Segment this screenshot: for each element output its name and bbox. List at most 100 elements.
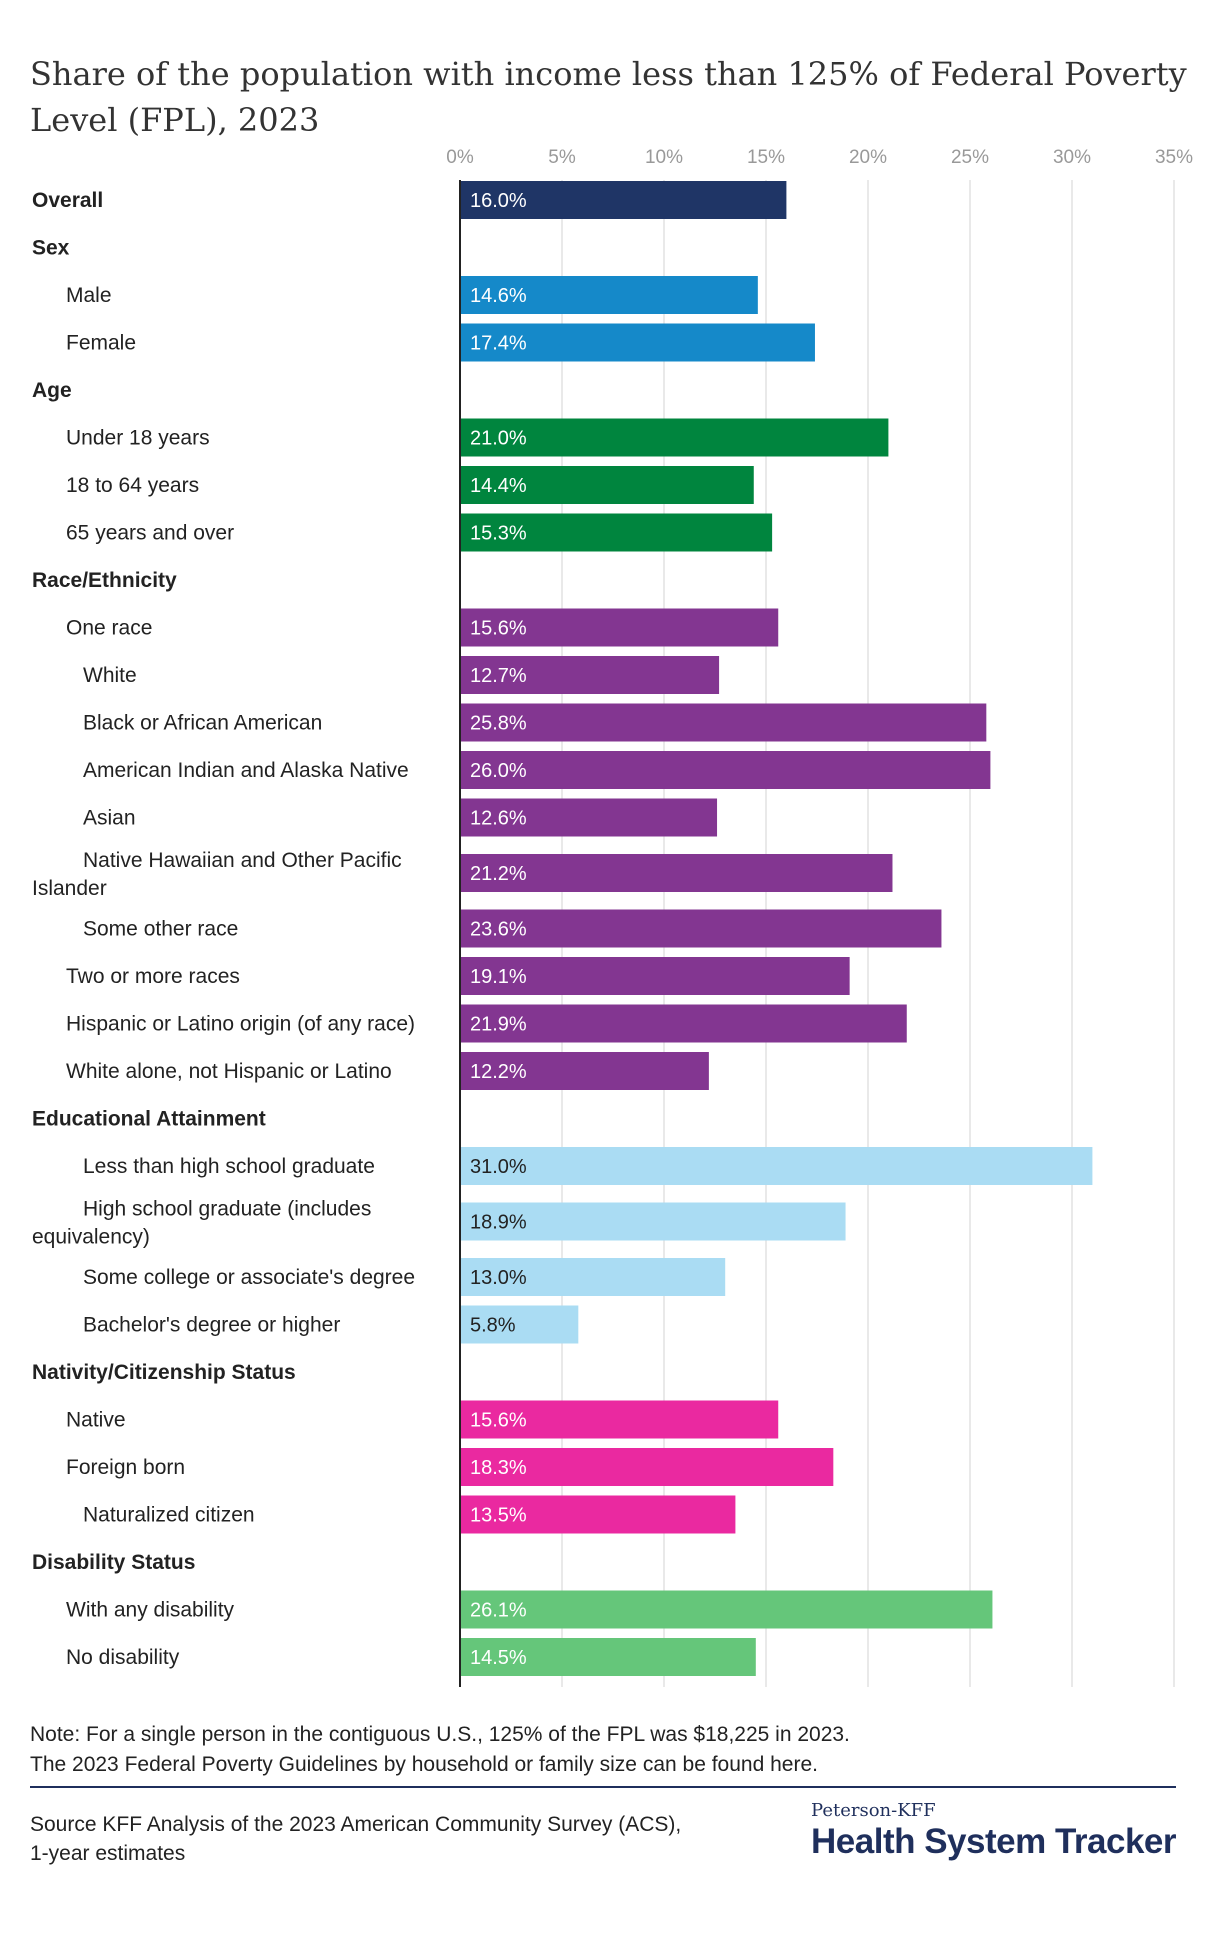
bars: 16.0% 14.6% 17.4% 21.0% 14.4% 15.3% 15.6% 12.7%… <box>460 181 1093 1676</box>
bar <box>460 703 987 742</box>
x-tick-label: 30% <box>1053 147 1091 168</box>
row-label: One race <box>66 617 152 640</box>
note-line-2: The 2023 Federal Poverty Guidelines by h… <box>30 1753 818 1776</box>
bar-value-label: 15.6% <box>470 1410 527 1432</box>
x-tick-label: 15% <box>747 147 785 168</box>
row-label: Hispanic or Latino origin (of any race) <box>66 1013 415 1036</box>
bar <box>460 1638 756 1676</box>
row-label: Native Hawaiian and Other Pacific <box>83 849 402 872</box>
row-label: Some college or associate's degree <box>83 1266 415 1289</box>
row-label: Educational Attainment <box>32 1108 266 1131</box>
row-label: No disability <box>66 1646 180 1669</box>
bar-value-label: 15.6% <box>470 618 527 640</box>
x-tick-label: 25% <box>951 147 989 168</box>
row-label: 65 years and over <box>66 522 234 545</box>
row-label: Asian <box>83 807 136 830</box>
bar <box>460 1202 846 1241</box>
x-tick-label: 0% <box>446 147 474 168</box>
row-label: Two or more races <box>66 965 240 988</box>
bar-value-label: 19.1% <box>470 966 527 988</box>
bar <box>460 466 754 504</box>
bar-value-label: 5.8% <box>470 1315 516 1337</box>
bar-value-label: 15.3% <box>470 523 527 545</box>
bar-chart: 0% 5% 10% 15% 20% 25% 30% 35% 16.0% 14.6% 17.4% 21.… <box>32 147 1193 1687</box>
source-text: Source KFF Analysis of the 2023 American… <box>30 1813 682 1865</box>
bar-value-label: 14.6% <box>470 285 527 307</box>
bar <box>460 1495 736 1534</box>
brand-logo: Peterson-KFF Health System Tracker <box>811 1800 1176 1862</box>
x-tick-label: 20% <box>849 147 887 168</box>
bar-value-label: 18.9% <box>470 1212 527 1234</box>
row-label: 18 to 64 years <box>66 474 199 497</box>
bar-value-label: 14.5% <box>470 1647 527 1669</box>
bar <box>460 1590 993 1629</box>
bar-value-label: 31.0% <box>470 1156 527 1178</box>
row-label: White alone, not Hispanic or Latino <box>66 1060 392 1083</box>
row-label-continued: Islander <box>32 877 107 900</box>
bar <box>460 513 773 552</box>
x-tick-label: 5% <box>548 147 576 168</box>
row-label: Female <box>66 332 136 355</box>
row-label: Less than high school graduate <box>83 1155 375 1178</box>
bar <box>460 751 991 789</box>
bar-value-label: 18.3% <box>470 1457 527 1479</box>
bar-value-label: 12.6% <box>470 808 527 830</box>
bar-value-label: 14.4% <box>470 475 527 497</box>
row-label: Disability Status <box>32 1551 195 1574</box>
bar <box>460 323 815 362</box>
note-line-1: Note: For a single person in the contigu… <box>30 1723 850 1746</box>
bar <box>460 418 889 457</box>
row-label: High school graduate (includes <box>83 1198 371 1221</box>
row-label: Native <box>66 1409 126 1432</box>
row-label: Race/Ethnicity <box>32 569 177 592</box>
bar <box>460 1400 779 1439</box>
row-label: Black or African American <box>83 712 322 735</box>
bar <box>460 276 758 314</box>
row-label: Male <box>66 284 112 307</box>
bar <box>460 957 850 995</box>
bar <box>460 909 942 948</box>
x-tick-label: 10% <box>645 147 683 168</box>
bar <box>460 656 720 694</box>
row-label-continued: equivalency) <box>32 1226 150 1249</box>
chart-title: Share of the population with income less… <box>30 55 1187 140</box>
bar <box>460 181 787 219</box>
row-label: Nativity/Citizenship Status <box>32 1361 296 1384</box>
bar <box>460 1004 907 1043</box>
footer-divider <box>30 1786 1176 1788</box>
row-label: Foreign born <box>66 1456 185 1479</box>
bar <box>460 798 718 837</box>
bar-value-label: 21.2% <box>470 863 527 885</box>
row-label: With any disability <box>66 1599 235 1622</box>
brand-top-text: Peterson-KFF <box>811 1800 936 1821</box>
bar-value-label: 12.7% <box>470 665 527 687</box>
bar <box>460 608 779 647</box>
brand-main-text: Health System Tracker <box>811 1822 1176 1861</box>
row-label: Overall <box>32 189 103 212</box>
row-label: Bachelor's degree or higher <box>83 1314 340 1337</box>
bar-value-label: 25.8% <box>470 713 527 735</box>
bar <box>460 854 893 892</box>
x-tick-label: 35% <box>1155 147 1193 168</box>
row-label: Some other race <box>83 918 238 941</box>
bar-value-label: 21.9% <box>470 1014 527 1036</box>
bar <box>460 1147 1093 1185</box>
bar-value-label: 12.2% <box>470 1061 527 1083</box>
row-label: Sex <box>32 237 70 260</box>
bar-value-label: 26.1% <box>470 1600 527 1622</box>
bar-value-label: 16.0% <box>470 190 527 212</box>
bar <box>460 1052 709 1090</box>
bar-value-label: 13.5% <box>470 1505 527 1527</box>
bar-value-label: 23.6% <box>470 919 527 941</box>
chart-note: Note: For a single person in the contigu… <box>30 1720 1190 1780</box>
bar <box>460 1258 726 1296</box>
bar-value-label: 17.4% <box>470 333 527 355</box>
bar <box>460 1448 834 1486</box>
row-label: Under 18 years <box>66 427 210 450</box>
row-label: American Indian and Alaska Native <box>83 759 409 782</box>
row-label: White <box>83 664 137 687</box>
bar-value-label: 26.0% <box>470 760 527 782</box>
row-label: Naturalized citizen <box>83 1504 255 1527</box>
bar-value-label: 13.0% <box>470 1267 527 1289</box>
bar <box>460 1305 579 1344</box>
